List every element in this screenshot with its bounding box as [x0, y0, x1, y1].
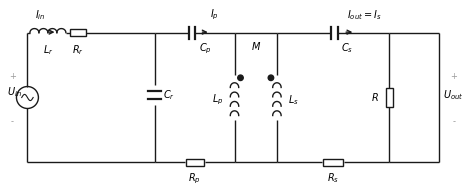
Text: -: -	[453, 117, 456, 126]
Text: +: +	[451, 72, 457, 81]
Circle shape	[238, 75, 243, 81]
Text: $I_{in}$: $I_{in}$	[35, 8, 45, 22]
Text: $R_s$: $R_s$	[327, 171, 339, 185]
Circle shape	[268, 75, 273, 81]
Text: $R_p$: $R_p$	[188, 171, 201, 186]
Text: $I_{out}=I_s$: $I_{out}=I_s$	[347, 8, 382, 22]
Bar	[70, 29, 86, 36]
Text: $C_p$: $C_p$	[199, 42, 212, 56]
Text: $C_r$: $C_r$	[163, 88, 174, 102]
Text: +: +	[9, 72, 16, 81]
Text: $L_s$: $L_s$	[288, 93, 299, 107]
Text: $U_{in}$: $U_{in}$	[7, 86, 21, 99]
Text: $L_r$: $L_r$	[43, 44, 53, 57]
Text: $R_r$: $R_r$	[72, 44, 84, 57]
Bar	[386, 88, 392, 107]
Bar	[186, 159, 203, 166]
Bar	[323, 159, 343, 166]
Text: $L_p$: $L_p$	[212, 93, 224, 107]
Text: -: -	[11, 117, 14, 126]
Text: $C_s$: $C_s$	[341, 42, 354, 55]
Text: $I_p$: $I_p$	[210, 7, 219, 22]
Text: $R$: $R$	[371, 92, 379, 104]
Text: $U_{out}$: $U_{out}$	[443, 88, 464, 102]
Text: $M$: $M$	[251, 40, 261, 52]
